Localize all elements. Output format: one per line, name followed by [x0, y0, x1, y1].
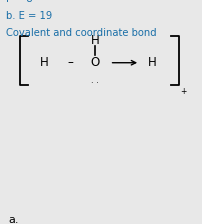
Text: . .: . . [91, 76, 99, 85]
Text: H: H [147, 56, 156, 69]
Text: –: – [67, 56, 73, 69]
Text: O: O [90, 56, 100, 69]
Text: a.: a. [8, 215, 19, 224]
Text: H: H [90, 34, 99, 47]
Text: Covalent and coordinate bond: Covalent and coordinate bond [6, 28, 156, 38]
Text: b. E = 19: b. E = 19 [6, 11, 52, 21]
Text: H: H [40, 56, 49, 69]
Text: F = 8: F = 8 [6, 0, 33, 4]
Text: +: + [180, 87, 186, 96]
